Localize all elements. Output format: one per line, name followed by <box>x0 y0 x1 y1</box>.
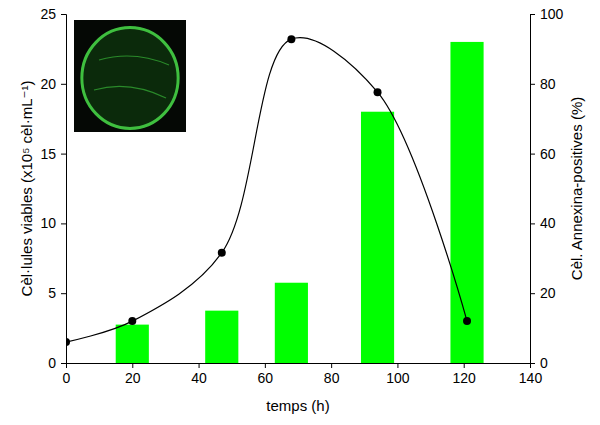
y-axis-tick-label: 5 <box>48 285 56 301</box>
x-axis-tick-mark <box>397 363 398 368</box>
x-axis-tick-mark <box>464 363 465 368</box>
y-axis-tick-label: 0 <box>48 355 56 371</box>
y-axis-tick-label: 20 <box>40 76 56 92</box>
bar <box>275 283 308 363</box>
x-axis-tick: 100 <box>386 363 410 386</box>
marker <box>287 35 295 43</box>
y2-axis-tick-label: 80 <box>540 76 556 92</box>
y2-axis: 0 20 40 60 80 100 <box>530 6 564 371</box>
y2-axis-tick-mark <box>530 223 535 224</box>
bar <box>450 42 483 363</box>
x-axis-tick-label: 100 <box>386 370 410 386</box>
y-axis-tick-mark <box>61 223 66 224</box>
x-axis-tick-label: 40 <box>191 370 207 386</box>
y-axis: 0 5 10 15 20 25 <box>40 6 66 371</box>
x-axis-tick: 80 <box>324 363 340 386</box>
bar <box>116 325 149 363</box>
y-axis-tick: 5 <box>48 285 66 301</box>
x-axis-tick-label: 0 <box>63 370 71 386</box>
y2-axis-tick: 20 <box>530 285 556 301</box>
y-axis-tick: 15 <box>40 146 66 162</box>
y-axis-line <box>61 15 67 364</box>
marker <box>218 249 226 257</box>
x-axis-tick-label: 140 <box>519 370 543 386</box>
x-axis-tick: 140 <box>519 363 543 386</box>
y-axis-tick: 0 <box>48 355 66 371</box>
bar <box>205 311 238 363</box>
inset-texture <box>94 56 169 98</box>
y-axis-tick-mark <box>61 84 66 85</box>
y2-axis-tick: 60 <box>530 146 556 162</box>
x-axis-tick-label: 80 <box>324 370 340 386</box>
y-axis-tick-mark <box>61 293 66 294</box>
x-axis-tick-label: 20 <box>125 370 141 386</box>
x-axis-line <box>67 364 531 369</box>
y2-axis-tick: 40 <box>530 215 556 231</box>
marks <box>66 35 484 363</box>
y2-axis-tick-label: 100 <box>540 6 564 22</box>
y-axis-tick: 10 <box>40 215 66 231</box>
y2-axis-tick-mark <box>530 14 535 15</box>
x-axis-tick: 60 <box>258 363 274 386</box>
inset-cell <box>82 28 178 129</box>
y-axis-tick-label: 15 <box>40 146 56 162</box>
inset-image <box>74 20 186 132</box>
y2-axis-title: Cèl. Annexina-positives (%) <box>568 97 585 280</box>
y-axis-tick: 25 <box>40 6 66 22</box>
x-axis-tick-mark <box>265 363 266 368</box>
x-axis-title: temps (h) <box>266 397 329 414</box>
inset-background <box>74 20 186 132</box>
y2-axis-line <box>531 15 536 364</box>
marker <box>374 88 382 96</box>
bar-series <box>116 42 484 363</box>
y2-axis-tick: 80 <box>530 76 556 92</box>
x-axis-tick: 20 <box>125 363 141 386</box>
y2-axis-tick-label: 20 <box>540 285 556 301</box>
y2-axis-tick-label: 60 <box>540 146 556 162</box>
y2-axis-tick-mark <box>530 363 535 364</box>
y2-axis-tick-mark <box>530 293 535 294</box>
markers <box>66 35 471 346</box>
y2-axis-tick-mark <box>530 84 535 85</box>
y2-axis-tick-mark <box>530 154 535 155</box>
y2-axis-tick: 0 <box>530 355 548 371</box>
y-axis-tick-label: 25 <box>40 6 56 22</box>
y-axis-title: Cèl·lules viables (x10⁵ cèl·mL⁻¹) <box>18 81 35 297</box>
x-axis-tick: 120 <box>453 363 477 386</box>
x-axis-tick: 0 <box>63 363 71 386</box>
x-axis-tick-mark <box>132 363 133 368</box>
y-axis-tick: 20 <box>40 76 66 92</box>
marker <box>128 317 136 325</box>
y2-axis-tick-label: 0 <box>540 355 548 371</box>
y2-axis-tick-label: 40 <box>540 215 556 231</box>
y-axis-tick-mark <box>61 363 66 364</box>
x-axis-tick-mark <box>331 363 332 368</box>
y2-axis-tick: 100 <box>530 6 564 22</box>
plot: 0204060801001201400510152025020406080100… <box>18 6 584 414</box>
bar <box>361 112 394 363</box>
chart: 0204060801001201400510152025020406080100… <box>0 0 600 425</box>
x-axis: 0 20 40 60 80 100 120 140 <box>63 363 543 386</box>
x-axis-tick-mark <box>199 363 200 368</box>
marker <box>463 317 471 325</box>
x-axis-tick-label: 120 <box>453 370 477 386</box>
y-axis-tick-label: 10 <box>40 215 56 231</box>
x-axis-tick: 40 <box>191 363 207 386</box>
line <box>66 38 467 342</box>
y-axis-tick-mark <box>61 154 66 155</box>
y-axis-tick-mark <box>61 14 66 15</box>
x-axis-tick-label: 60 <box>258 370 274 386</box>
